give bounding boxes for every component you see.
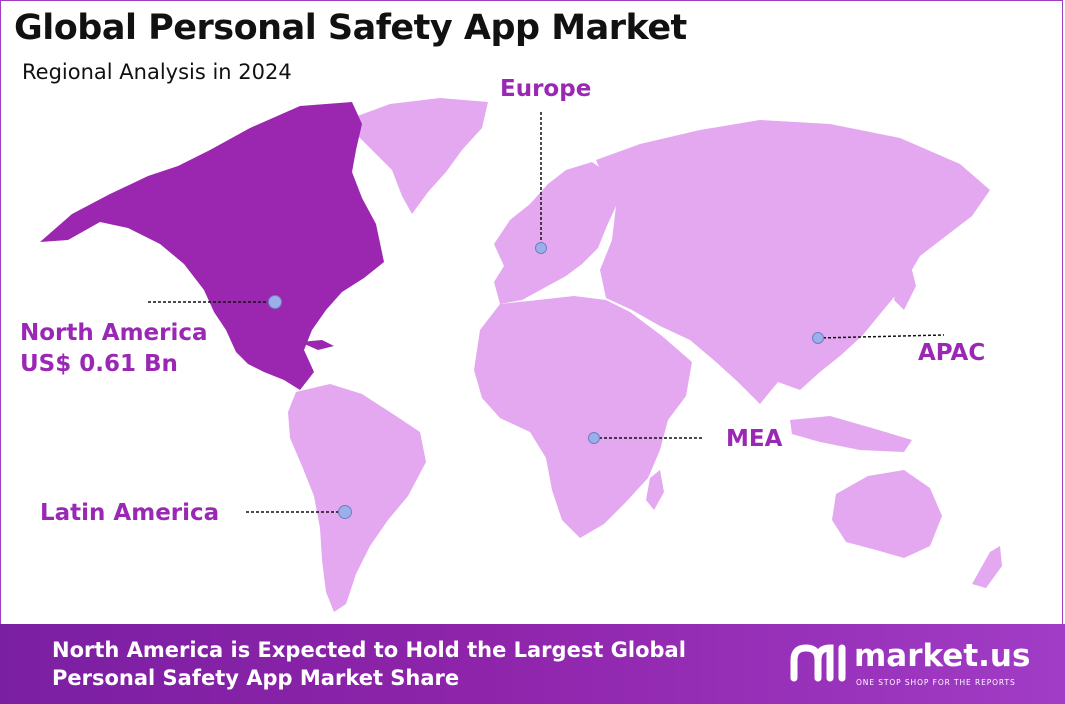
- label-latin-america: Latin America: [40, 500, 220, 526]
- page-subtitle: Regional Analysis in 2024: [22, 60, 292, 84]
- label-apac: APAC: [918, 340, 986, 366]
- marker-apac: [812, 332, 824, 344]
- footer-banner: North America is Expected to Hold the La…: [0, 624, 1065, 704]
- label-mea: MEA: [726, 426, 783, 452]
- marker-mea: [588, 432, 600, 444]
- region-caribbean: [300, 340, 334, 350]
- region-north-america: [40, 102, 384, 390]
- brand-mark-icon: [790, 644, 846, 682]
- page-title: Global Personal Safety App Market: [14, 8, 687, 48]
- leader-apac: [817, 334, 945, 339]
- footer-headline: North America is Expected to Hold the La…: [52, 638, 686, 690]
- label-north-america-value: US$ 0.61 Bn: [20, 351, 178, 377]
- region-apac: [596, 120, 990, 404]
- region-australia: [832, 470, 942, 558]
- brand-tagline: ONE STOP SHOP FOR THE REPORTS: [856, 678, 1016, 687]
- region-new-zealand: [972, 546, 1002, 588]
- brand-name: market.us: [854, 638, 1031, 674]
- region-greenland: [352, 98, 488, 214]
- region-mea: [474, 296, 692, 538]
- marker-europe: [535, 242, 547, 254]
- region-se-asia-islands: [790, 416, 912, 452]
- region-madagascar: [646, 470, 664, 510]
- marker-north-america: [268, 295, 282, 309]
- region-japan: [894, 262, 916, 310]
- region-europe: [494, 162, 616, 304]
- world-map: [40, 98, 1002, 612]
- marker-latin-america: [338, 505, 352, 519]
- region-latin-america: [288, 384, 426, 612]
- label-europe: Europe: [500, 76, 592, 102]
- label-north-america: North America: [20, 320, 208, 346]
- brand-logo: market.us ONE STOP SHOP FOR THE REPORTS: [790, 638, 1040, 694]
